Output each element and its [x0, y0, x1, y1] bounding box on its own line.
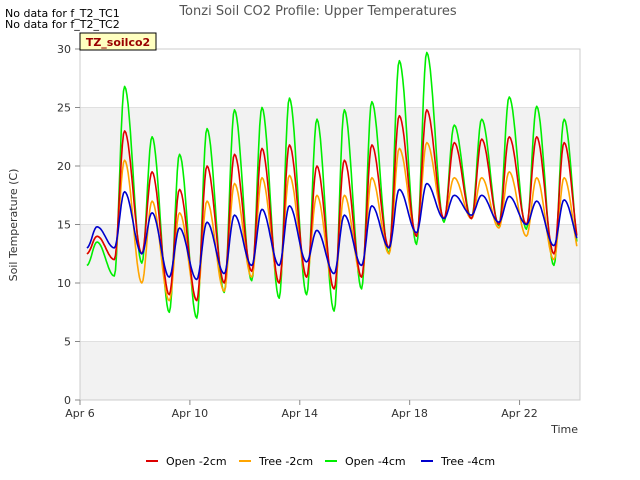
legend: Open -2cm Tree -2cm Open -4cm Tree -4cm — [146, 455, 495, 468]
x-tick-label: Apr 14 — [282, 407, 319, 420]
grid-band — [80, 107, 580, 166]
y-axis-label: Soil Temperature (C) — [7, 169, 20, 282]
x-tick-label: Apr 22 — [501, 407, 538, 420]
x-axis-label: Time — [550, 423, 578, 436]
background-bands — [80, 48, 580, 401]
y-tick-label: 0 — [64, 394, 71, 407]
y-tick-label: 20 — [57, 160, 71, 173]
series-lines — [86, 51, 578, 319]
y-tick-label: 10 — [57, 277, 71, 290]
grid-band — [80, 341, 580, 400]
legend-label-open-2cm: Open -2cm — [166, 455, 227, 468]
y-tick-label: 25 — [57, 102, 71, 115]
y-tick-label: 15 — [57, 219, 71, 232]
site-badge: TZ_soilco2 — [79, 32, 157, 51]
y-tick-label: 30 — [57, 43, 71, 56]
y-axis: 0 5 10 15 20 25 30 — [57, 43, 80, 407]
series-line-open-2cm — [86, 109, 578, 302]
legend-label-open-4cm: Open -4cm — [345, 455, 406, 468]
x-tick-label: Apr 10 — [172, 407, 209, 420]
site-badge-label: TZ_soilco2 — [86, 36, 150, 49]
legend-label-tree-2cm: Tree -2cm — [258, 455, 313, 468]
x-axis: Apr 6 Apr 10 Apr 14 Apr 18 Apr 22 — [65, 400, 538, 420]
no-data-note-1: No data for f_T2_TC1 — [5, 7, 120, 20]
y-tick-label: 5 — [64, 336, 71, 349]
legend-label-tree-4cm: Tree -4cm — [440, 455, 495, 468]
x-tick-label: Apr 18 — [391, 407, 428, 420]
no-data-note-2: No data for f_T2_TC2 — [5, 18, 120, 31]
series-line-tree-4cm — [86, 182, 578, 281]
x-tick-label: Apr 6 — [65, 407, 95, 420]
chart-title: Tonzi Soil CO2 Profile: Upper Temperatur… — [178, 4, 457, 19]
